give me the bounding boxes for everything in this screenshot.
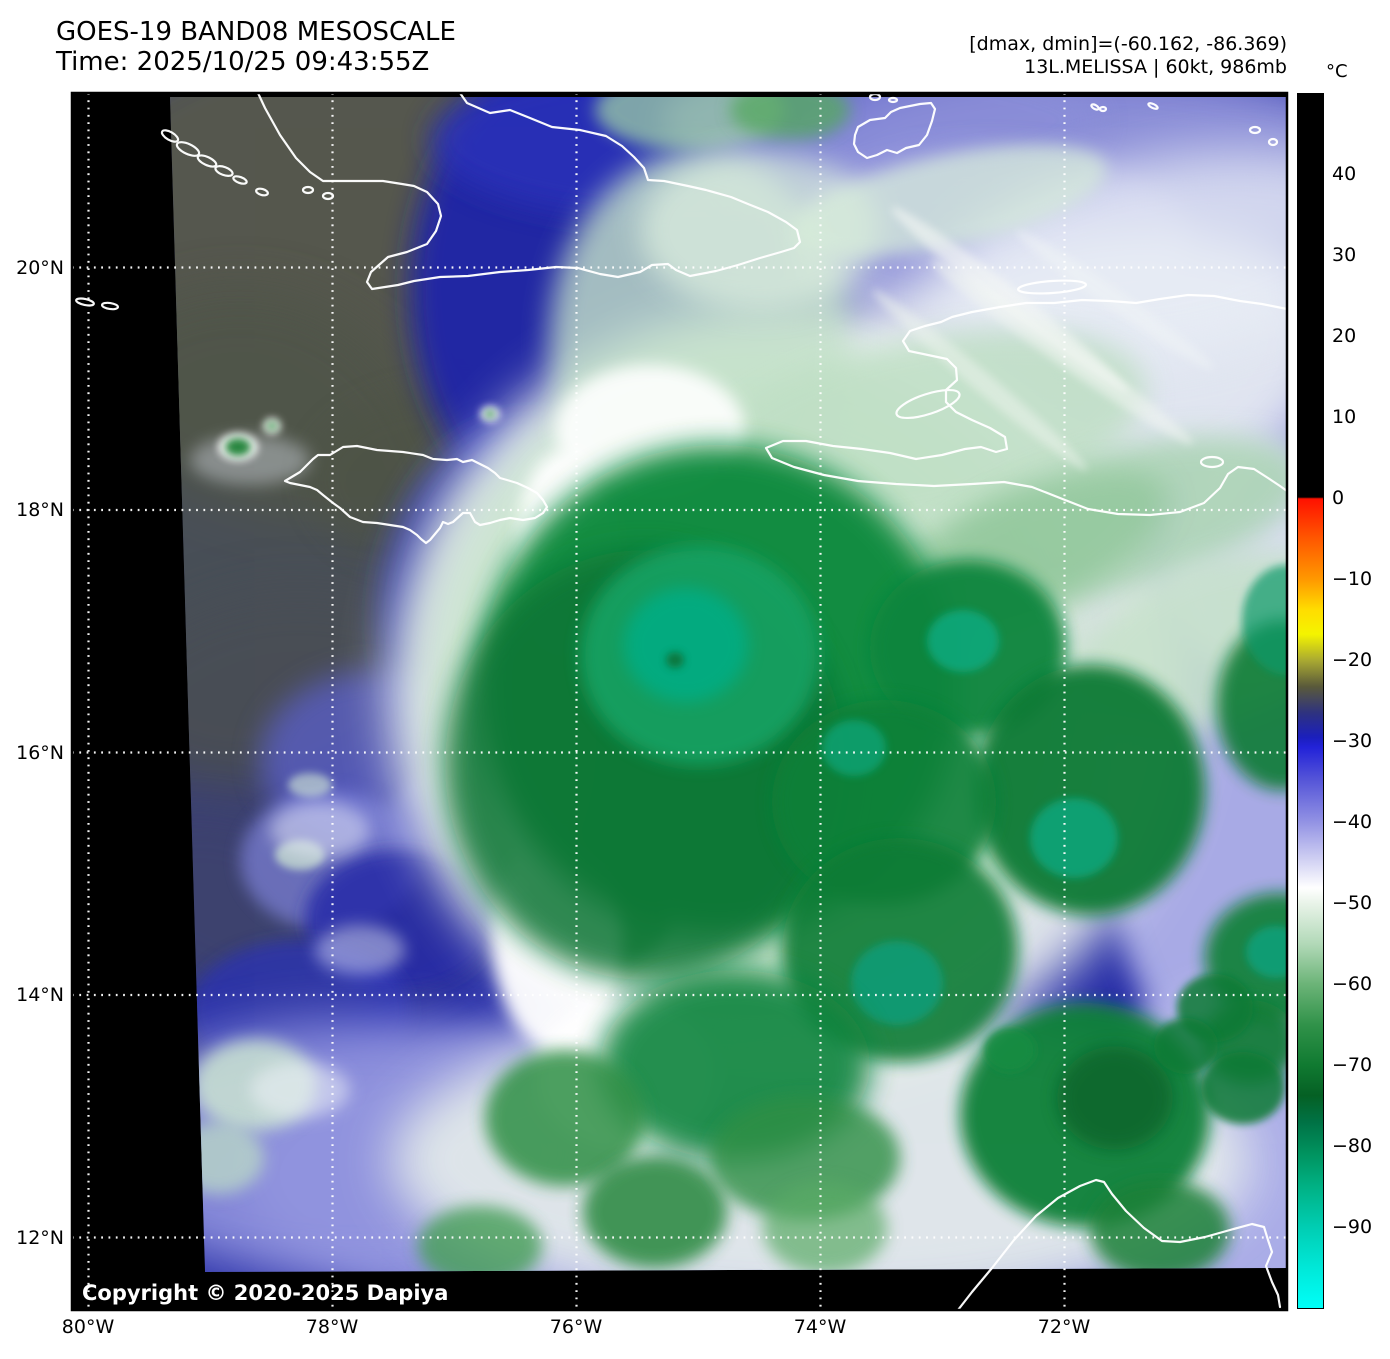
coastline-hispaniola-islands — [895, 279, 1225, 469]
colorbar-tick-m30: −30 — [1332, 730, 1373, 752]
dmax-dmin-label: [dmax, dmin]=(-60.162, -86.369) — [969, 33, 1287, 55]
colorbar-unit-label: °C — [1326, 61, 1348, 82]
lon-label-74w: 74°W — [793, 1316, 847, 1338]
colorbar-tick-20: 20 — [1332, 325, 1357, 347]
cloud-field — [170, 97, 1287, 1272]
copyright-label: Copyright © 2020-2025 Dapiya — [82, 1281, 449, 1305]
colorbar-tick-m50: −50 — [1332, 892, 1373, 914]
lat-label-12n: 12°N — [16, 1227, 64, 1249]
colorbar-tick-m80: −80 — [1332, 1135, 1373, 1157]
colorbar-tick-40: 40 — [1332, 163, 1357, 185]
storm-info-label: 13L.MELISSA | 60kt, 986mb — [1024, 56, 1287, 78]
lat-label-14n: 14°N — [16, 984, 64, 1006]
coastline-small-islands — [868, 93, 1279, 147]
coastline-cuba — [256, 93, 802, 291]
lat-label-18n: 18°N — [16, 499, 64, 521]
colorbar-tick-m40: −40 — [1332, 811, 1373, 833]
coastline-hispaniola — [764, 293, 1287, 517]
colorbar-tick-30: 30 — [1332, 244, 1357, 266]
map-border — [70, 91, 1289, 1312]
coastline-jamaica — [283, 444, 549, 545]
timestamp-label: Time: 2025/10/25 09:43:55Z — [56, 47, 430, 77]
lat-label-20n: 20°N — [16, 257, 64, 279]
temperature-colorbar — [1297, 93, 1324, 1309]
colorbar-tick-m20: −20 — [1332, 649, 1373, 671]
graticule-gridlines — [72, 93, 1287, 1310]
coastline-south-america — [956, 1178, 1282, 1310]
coastline-great-inagua — [852, 101, 937, 160]
colorbar-tick-m10: −10 — [1332, 568, 1373, 590]
lon-label-78w: 78°W — [305, 1316, 359, 1338]
colorbar-tick-m90: −90 — [1332, 1216, 1373, 1238]
page-title: GOES-19 BAND08 MESOSCALE — [56, 17, 456, 47]
colorbar-tick-m60: −60 — [1332, 973, 1373, 995]
lat-label-16n: 16°N — [16, 742, 64, 764]
colorbar-tick-10: 10 — [1332, 406, 1357, 428]
colorbar-tick-0: 0 — [1332, 487, 1345, 509]
map-area — [72, 93, 1287, 1310]
lon-label-80w: 80°W — [61, 1316, 115, 1338]
lon-label-76w: 76°W — [549, 1316, 603, 1338]
colorbar-tick-m70: −70 — [1332, 1054, 1373, 1076]
lon-label-72w: 72°W — [1037, 1316, 1091, 1338]
